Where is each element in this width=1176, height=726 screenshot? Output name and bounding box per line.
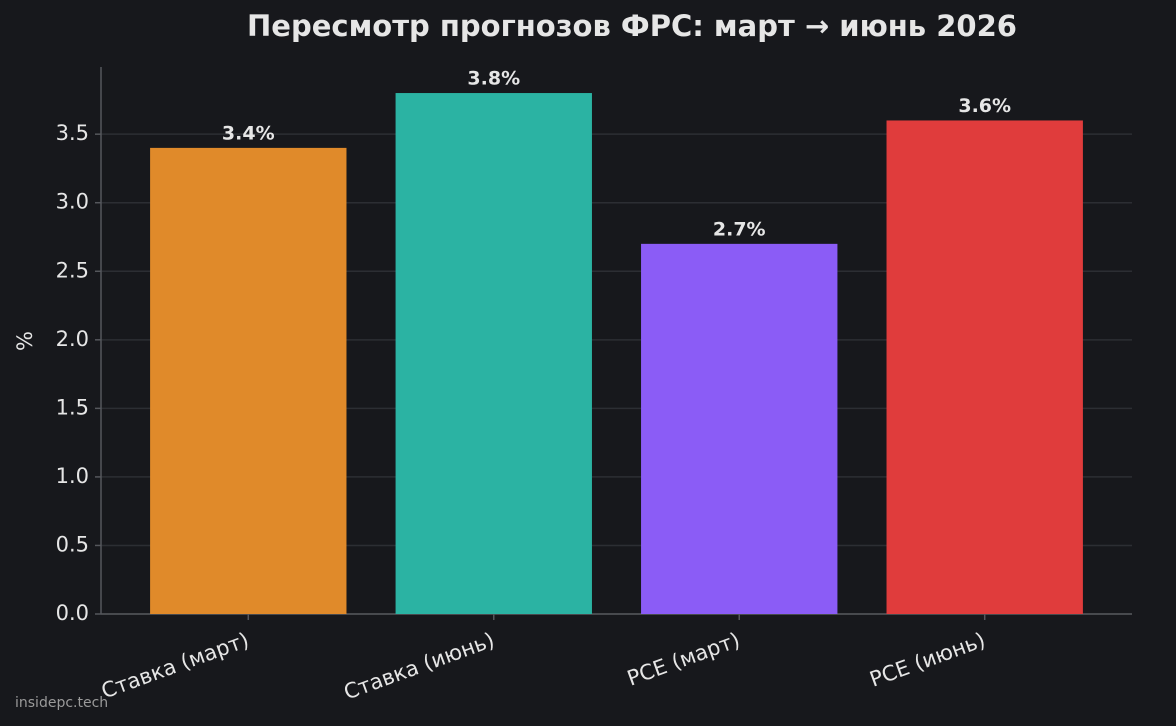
bar [641, 243, 838, 615]
bar [886, 120, 1083, 615]
y-tick-label: 3.5 [56, 121, 89, 145]
bar [395, 93, 592, 615]
watermark: insidepc.tech [15, 695, 108, 711]
y-tick-label: 0.5 [56, 532, 89, 556]
value-label: 3.8% [467, 68, 520, 90]
y-tick-label: 1.5 [56, 395, 89, 419]
value-label: 3.6% [958, 95, 1011, 117]
y-tick-label: 0.0 [56, 601, 89, 625]
chart-title: Пересмотр прогнозов ФРС: март → июнь 202… [247, 9, 1017, 43]
y-tick-label: 2.0 [56, 327, 89, 351]
y-tick-label: 2.5 [56, 258, 89, 282]
y-tick-label: 1.0 [56, 464, 89, 488]
y-tick-label: 3.0 [56, 190, 89, 214]
value-label: 3.4% [222, 122, 275, 144]
bar [150, 147, 347, 614]
value-label: 2.7% [713, 218, 766, 240]
y-axis-label: % [13, 331, 37, 351]
